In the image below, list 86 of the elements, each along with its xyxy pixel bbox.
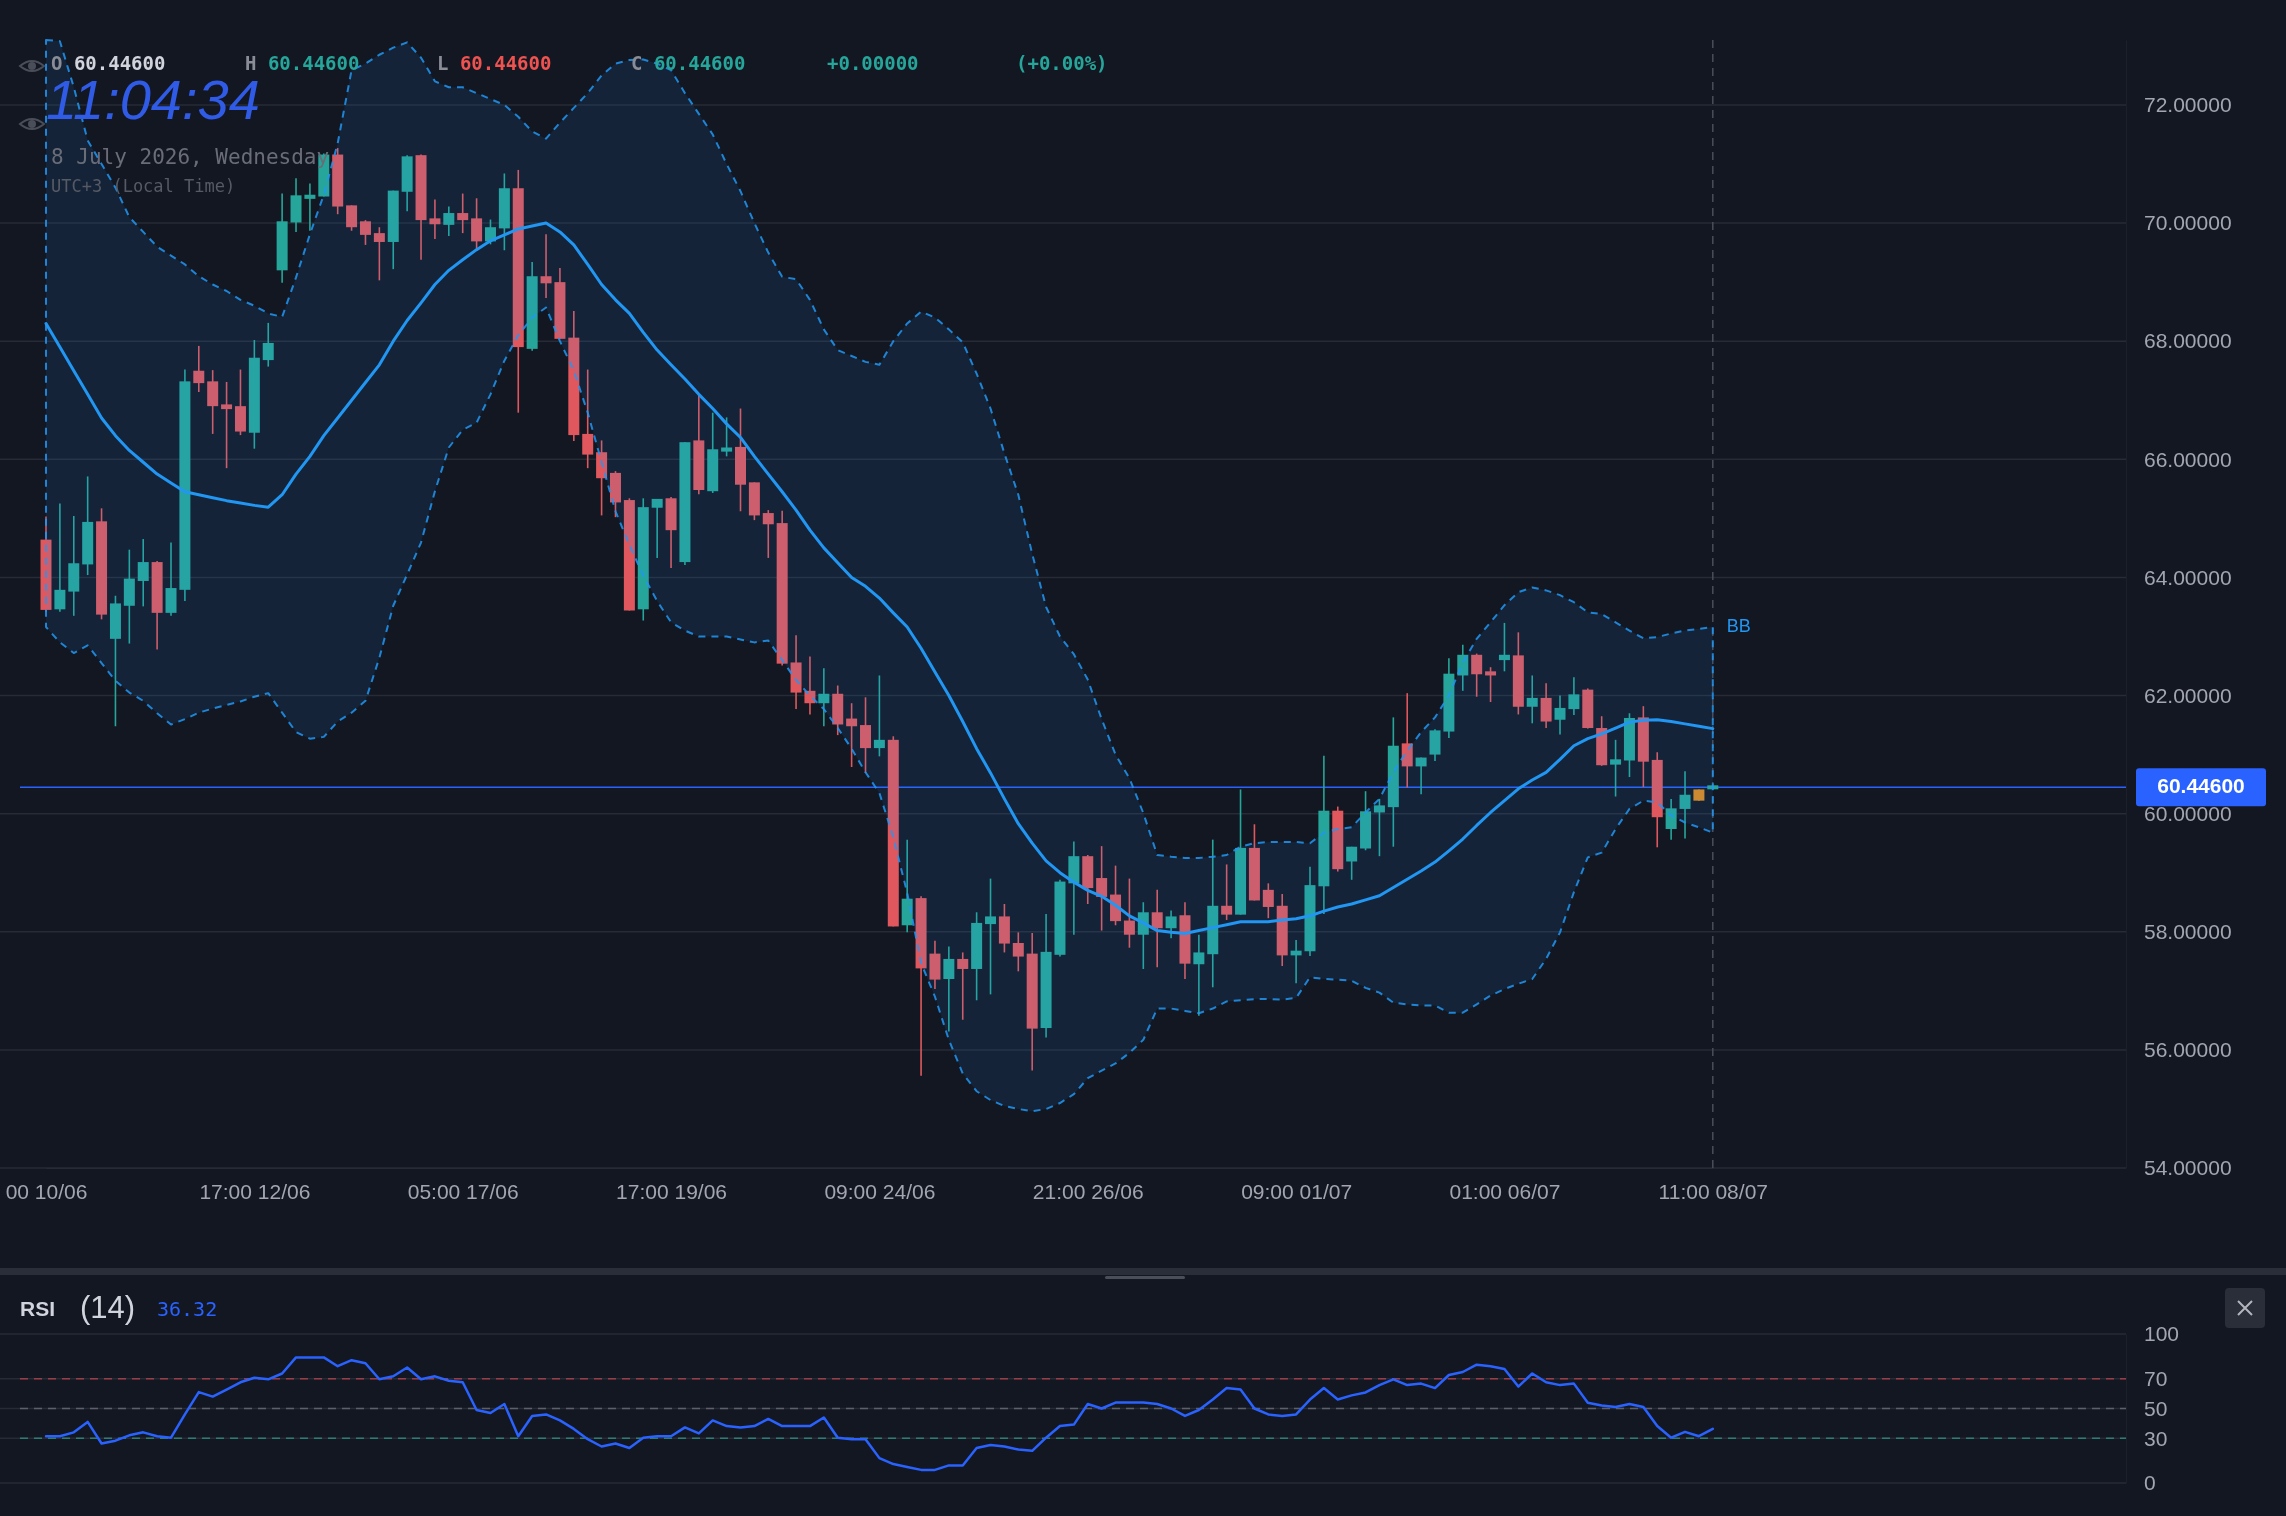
candlestick (443, 205, 455, 237)
candlestick (1498, 622, 1510, 673)
y-tick-label: 72.00000 (2144, 93, 2232, 117)
candlestick (54, 502, 66, 613)
y-tick-label: 50 (2144, 1396, 2168, 1420)
candlestick (860, 696, 872, 774)
candlestick (721, 416, 733, 458)
y-tick-label: 70.00000 (2144, 211, 2232, 235)
candlestick (1262, 882, 1274, 919)
x-tick-label: 21:00 26/06 (1032, 1179, 1144, 1203)
y-tick-label: 54.00000 (2144, 1156, 2232, 1180)
candlestick (262, 322, 274, 368)
candlestick (1540, 682, 1552, 729)
candlestick (1123, 877, 1135, 949)
candlestick (359, 219, 371, 246)
candlestick (137, 538, 149, 608)
x-tick-label: 09:00 24/06 (824, 1179, 936, 1203)
candlestick (1457, 643, 1469, 692)
candlestick (1193, 933, 1205, 1017)
candlestick (1221, 863, 1233, 921)
candlestick (193, 345, 205, 393)
candlestick (304, 182, 316, 232)
candlestick (1471, 652, 1483, 698)
annotation: +0.00000 (827, 52, 919, 74)
candlestick (762, 509, 774, 559)
candlestick (818, 667, 830, 728)
x-tick-label: 17:00 12/06 (199, 1179, 311, 1203)
annotation: H 60.44600 (245, 52, 360, 74)
annotation: UTC+3 (Local Time) (51, 176, 236, 196)
annotation: C 60.44600 (631, 52, 746, 74)
candlestick (1415, 756, 1427, 795)
y-tick-label: 30 (2144, 1426, 2168, 1450)
y-tick-label: 0 (2144, 1471, 2156, 1495)
chart-subtitle: (14) (80, 1290, 136, 1325)
y-tick-label: 58.00000 (2144, 919, 2232, 943)
y-tick-label: 64.00000 (2144, 565, 2232, 589)
candlestick (873, 674, 885, 758)
candlestick (651, 498, 663, 559)
candlestick (1554, 694, 1566, 736)
candlestick (1165, 909, 1177, 940)
y-tick-label: 60.00000 (2144, 801, 2232, 825)
candlestick (346, 204, 358, 232)
candlestick (221, 381, 233, 469)
annotation: L 60.44600 (437, 52, 552, 74)
chart-title: RSI (20, 1297, 56, 1320)
candlestick (1151, 889, 1163, 968)
candlestick (1012, 931, 1024, 973)
candlestick (985, 877, 997, 996)
annotation: (+0.00%) (1016, 52, 1108, 74)
candlestick (457, 192, 469, 234)
candlestick (582, 368, 594, 469)
y-tick-label: 100 (2144, 1322, 2180, 1346)
y-tick-label: 66.00000 (2144, 447, 2232, 471)
candlestick (1610, 739, 1622, 798)
text: BB (1726, 615, 1751, 636)
y-tick-label: 68.00000 (2144, 329, 2232, 353)
candlestick (1373, 798, 1385, 857)
y-tick-label: 56.00000 (2144, 1038, 2232, 1062)
candlestick (1665, 798, 1677, 841)
candlestick (1679, 770, 1691, 840)
x-tick-label: 11:00 08/07 (1658, 1179, 1768, 1203)
line-series (44, 221, 1715, 936)
candlestick (957, 951, 969, 1021)
candlestick (540, 233, 552, 299)
candlestick (1485, 666, 1497, 703)
ref-line-label: 60.44600 (2157, 773, 2245, 797)
x-tick-label: 01:00 06/07 (1449, 1179, 1561, 1203)
y-tick-label: 62.00000 (2144, 683, 2232, 707)
candlestick (1526, 674, 1538, 725)
candlestick (1096, 845, 1108, 932)
candlestick (373, 226, 385, 282)
text: 36.32 (157, 1297, 218, 1321)
x-tick-label: 17:00 19/06 (616, 1179, 728, 1203)
line-series (44, 1356, 1715, 1472)
x-tick-label: 00 10/06 (5, 1179, 88, 1203)
y-tick-label: 70 (2144, 1366, 2168, 1390)
candlestick (846, 702, 858, 768)
candlestick (943, 945, 955, 1033)
candlestick (1568, 676, 1580, 716)
candlestick (804, 655, 816, 716)
x-tick-label: 05:00 17/06 (407, 1179, 519, 1203)
candlestick (1401, 692, 1413, 789)
candlestick (1346, 845, 1358, 881)
annotation: O 60.44600 (51, 52, 166, 74)
candlestick (429, 198, 441, 240)
x-tick-label: 09:00 01/07 (1241, 1179, 1353, 1203)
